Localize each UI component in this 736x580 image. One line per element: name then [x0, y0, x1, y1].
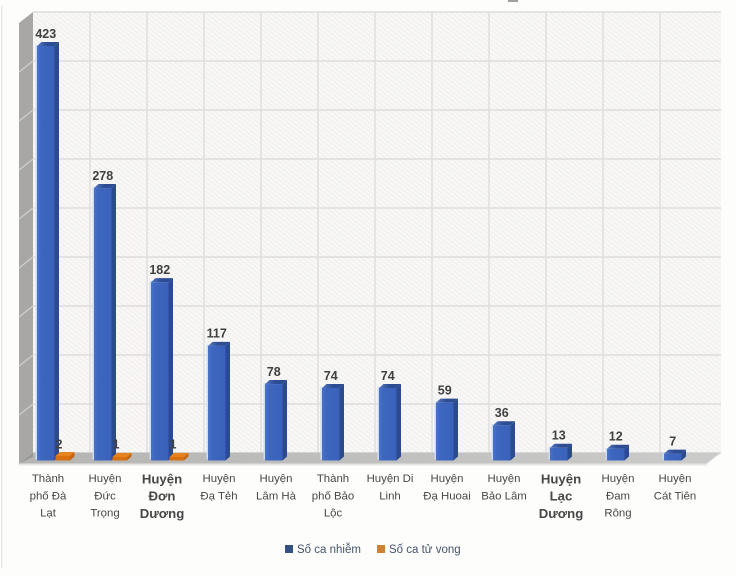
svg-text:Trọng: Trọng [90, 508, 119, 520]
svg-text:Số ca nhiễm: Số ca nhiễm [297, 543, 361, 556]
svg-text:Cát Tiên: Cát Tiên [654, 490, 696, 502]
svg-text:12: 12 [609, 430, 623, 444]
svg-text:Huyện: Huyện [541, 472, 581, 487]
svg-text:Thành: Thành [32, 473, 64, 485]
svg-text:Huyện: Huyện [488, 473, 521, 485]
svg-text:Huyện Di: Huyện Di [367, 473, 414, 485]
svg-text:Huyện: Huyện [431, 473, 464, 485]
svg-text:Bảo Lâm: Bảo Lâm [481, 490, 527, 502]
svg-text:Lộc: Lộc [324, 508, 343, 520]
svg-text:59: 59 [438, 383, 452, 397]
svg-text:423: 423 [35, 27, 56, 41]
svg-text:Linh: Linh [379, 490, 401, 502]
svg-text:Đức: Đức [94, 490, 116, 502]
svg-text:Lâm Hà: Lâm Hà [256, 490, 297, 502]
svg-text:1: 1 [170, 438, 177, 452]
svg-text:1: 1 [113, 438, 120, 452]
svg-text:Đam: Đam [606, 490, 630, 502]
svg-text:phố Đà: phố Đà [30, 490, 67, 502]
svg-text:Huyện: Huyện [203, 473, 236, 485]
svg-text:Dương: Dương [140, 506, 185, 521]
svg-text:74: 74 [324, 369, 338, 383]
svg-text:278: 278 [92, 169, 113, 183]
svg-text:Huyện: Huyện [659, 473, 692, 485]
svg-text:182: 182 [149, 263, 170, 277]
svg-text:Đạ Huoai: Đạ Huoai [423, 490, 471, 502]
svg-text:7: 7 [669, 434, 676, 448]
svg-text:78: 78 [267, 365, 281, 379]
svg-text:Thành: Thành [317, 473, 349, 485]
svg-text:phố Bảo: phố Bảo [312, 490, 354, 502]
svg-text:36: 36 [495, 406, 509, 420]
svg-text:Dương: Dương [539, 506, 584, 521]
svg-text:117: 117 [207, 327, 227, 341]
svg-text:Đạ Tẻh: Đạ Tẻh [200, 490, 237, 502]
svg-text:Huyện: Huyện [602, 473, 635, 485]
svg-text:13: 13 [552, 429, 566, 443]
svg-text:Huyện: Huyện [89, 473, 122, 485]
svg-text:Đơn: Đơn [149, 489, 176, 504]
svg-text:Huyện: Huyện [142, 472, 182, 487]
svg-text:Lạc: Lạc [550, 489, 573, 504]
svg-text:Rông: Rông [604, 508, 631, 520]
svg-text:74: 74 [381, 369, 395, 383]
svg-text:2: 2 [56, 438, 63, 452]
svg-text:Huyện: Huyện [260, 473, 293, 485]
svg-text:Lạt: Lạt [40, 508, 57, 520]
svg-text:Số ca tử vong: Số ca tử vong [389, 544, 461, 556]
